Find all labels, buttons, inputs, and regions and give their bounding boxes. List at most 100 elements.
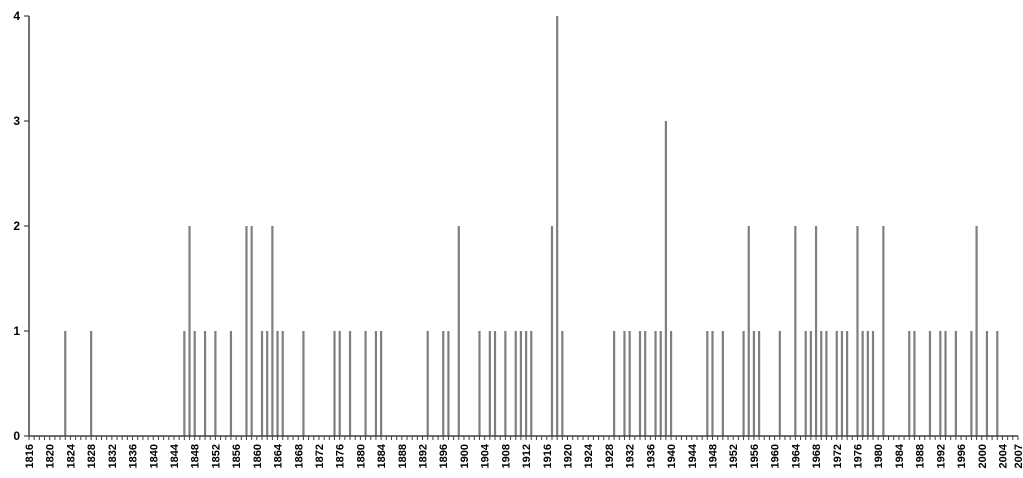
bar <box>623 331 626 436</box>
bar <box>478 331 481 436</box>
bar <box>928 331 932 436</box>
y-tick-label: 2 <box>13 219 20 233</box>
x-tick-label: 1992 <box>935 444 947 468</box>
x-tick-label: 1884 <box>376 443 388 468</box>
x-tick-label: 1940 <box>666 444 678 468</box>
bar <box>613 331 616 436</box>
x-tick: 1872 <box>314 444 326 468</box>
bar <box>64 331 67 436</box>
x-tick-label: 1836 <box>128 444 140 468</box>
bar <box>861 331 864 436</box>
x-tick-label: 1860 <box>252 444 264 468</box>
x-tick: 1984 <box>894 443 906 468</box>
bar <box>504 331 507 436</box>
x-tick: 2004 <box>997 443 1009 468</box>
bar <box>493 331 497 436</box>
x-tick: 1968 <box>811 444 823 468</box>
x-tick-label: 1920 <box>563 444 575 468</box>
bar <box>659 331 662 436</box>
y-axis-ticks: 0 1 2 3 4 <box>13 9 29 443</box>
bar <box>752 331 756 436</box>
bar <box>524 331 528 436</box>
bar <box>530 331 533 436</box>
x-tick: 1988 <box>915 444 927 468</box>
x-tick: 1908 <box>500 444 512 468</box>
x-tick-label: 1876 <box>335 444 347 468</box>
x-tick: 1880 <box>355 444 367 468</box>
bar <box>840 331 844 436</box>
bar <box>721 331 724 436</box>
x-tick-label: 1844 <box>169 443 181 468</box>
bar <box>561 331 564 436</box>
x-tick-label: 1976 <box>852 444 864 468</box>
x-tick-label: 1824 <box>65 443 77 468</box>
x-tick: 1944 <box>687 443 699 468</box>
x-tick-label: 1916 <box>542 444 554 468</box>
x-tick-label: 1868 <box>293 444 305 468</box>
bar <box>519 331 523 436</box>
bar <box>856 226 859 436</box>
bar <box>985 331 989 436</box>
x-tick: 1828 <box>86 444 98 468</box>
x-tick: 1992 <box>935 444 947 468</box>
x-tick: 2000 <box>977 444 989 468</box>
bar <box>193 331 196 436</box>
x-tick-label: 1984 <box>894 443 906 468</box>
x-tick-label: 1924 <box>583 443 595 468</box>
x-tick-label: 1944 <box>687 443 699 468</box>
x-tick: 1972 <box>832 444 844 468</box>
x-tick-label: 1816 <box>24 444 36 468</box>
bar <box>820 331 823 436</box>
bar <box>794 226 797 436</box>
x-tick-label: 1948 <box>707 444 719 468</box>
bar <box>374 331 378 436</box>
y-tick: 2 <box>13 219 29 233</box>
bar <box>913 331 916 436</box>
bar <box>866 331 869 436</box>
x-tick-label: 1880 <box>355 444 367 468</box>
x-tick: 1876 <box>335 444 347 468</box>
bar <box>669 331 673 436</box>
x-tick-label: 1896 <box>438 444 450 468</box>
bar <box>638 331 642 436</box>
x-tick-label: 1872 <box>314 444 326 468</box>
bar <box>882 226 885 436</box>
x-tick: 1884 <box>376 443 388 468</box>
x-tick: 1824 <box>65 443 77 468</box>
x-tick: 1964 <box>790 443 802 468</box>
x-tick: 1848 <box>190 444 202 468</box>
bar <box>944 331 947 436</box>
x-tick: 1900 <box>459 444 471 468</box>
x-tick: 1892 <box>418 444 430 468</box>
bar <box>260 331 264 436</box>
bar <box>250 226 253 436</box>
bar <box>457 226 460 436</box>
bar <box>835 331 838 436</box>
x-tick-label: 1968 <box>811 444 823 468</box>
x-tick: 1976 <box>852 444 864 468</box>
bar <box>90 331 93 436</box>
x-tick: 2007 <box>1013 444 1023 468</box>
bar <box>426 331 429 436</box>
bar <box>488 331 491 436</box>
x-tick-label: 1928 <box>604 444 616 468</box>
bar <box>266 331 269 436</box>
x-tick-label: 1952 <box>728 444 740 468</box>
bar <box>846 331 849 436</box>
bar <box>996 331 999 436</box>
x-tick: 1996 <box>956 444 968 468</box>
bar <box>333 331 336 436</box>
bar <box>706 331 709 436</box>
bar <box>711 331 714 436</box>
x-tick-label: 1828 <box>86 444 98 468</box>
y-tick: 3 <box>13 114 29 128</box>
bars <box>64 16 999 436</box>
y-tick: 0 <box>13 429 29 443</box>
x-tick: 1940 <box>666 444 678 468</box>
x-tick-label: 1864 <box>273 443 285 468</box>
bar <box>447 331 450 436</box>
bar <box>644 331 647 436</box>
x-tick-label: 1932 <box>625 444 637 468</box>
y-tick: 1 <box>13 324 29 338</box>
